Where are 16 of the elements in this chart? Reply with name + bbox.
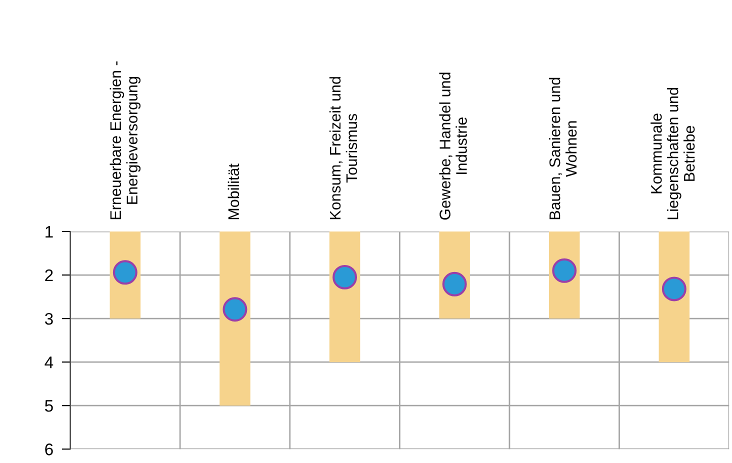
y-tick-label: 4 — [44, 356, 54, 368]
bar — [220, 232, 250, 406]
y-tick-label: 2 — [45, 269, 53, 282]
y-tick-label: 3 — [44, 312, 53, 325]
point — [332, 264, 358, 290]
x-tick-label: Gewerbe, Handel und Industrie — [439, 72, 467, 220]
point — [222, 297, 248, 322]
y-tick-label: 1 — [46, 226, 53, 238]
y-tick-label: 6 — [45, 444, 53, 456]
x-tick-label: Erneuerbare Energien - Energieversorgung — [110, 61, 141, 220]
y-tick-label: 5 — [45, 400, 53, 412]
x-tick-label: Kommunale Liegenschaften und Betriebe — [650, 88, 695, 220]
point — [662, 276, 686, 302]
x-tick-label: Konsum, Freizeit und Tourismus — [329, 77, 358, 220]
x-tick-label: Bauen, Sanieren und Wohnen — [549, 78, 577, 220]
x-tick-label: Mobilität — [228, 164, 240, 220]
